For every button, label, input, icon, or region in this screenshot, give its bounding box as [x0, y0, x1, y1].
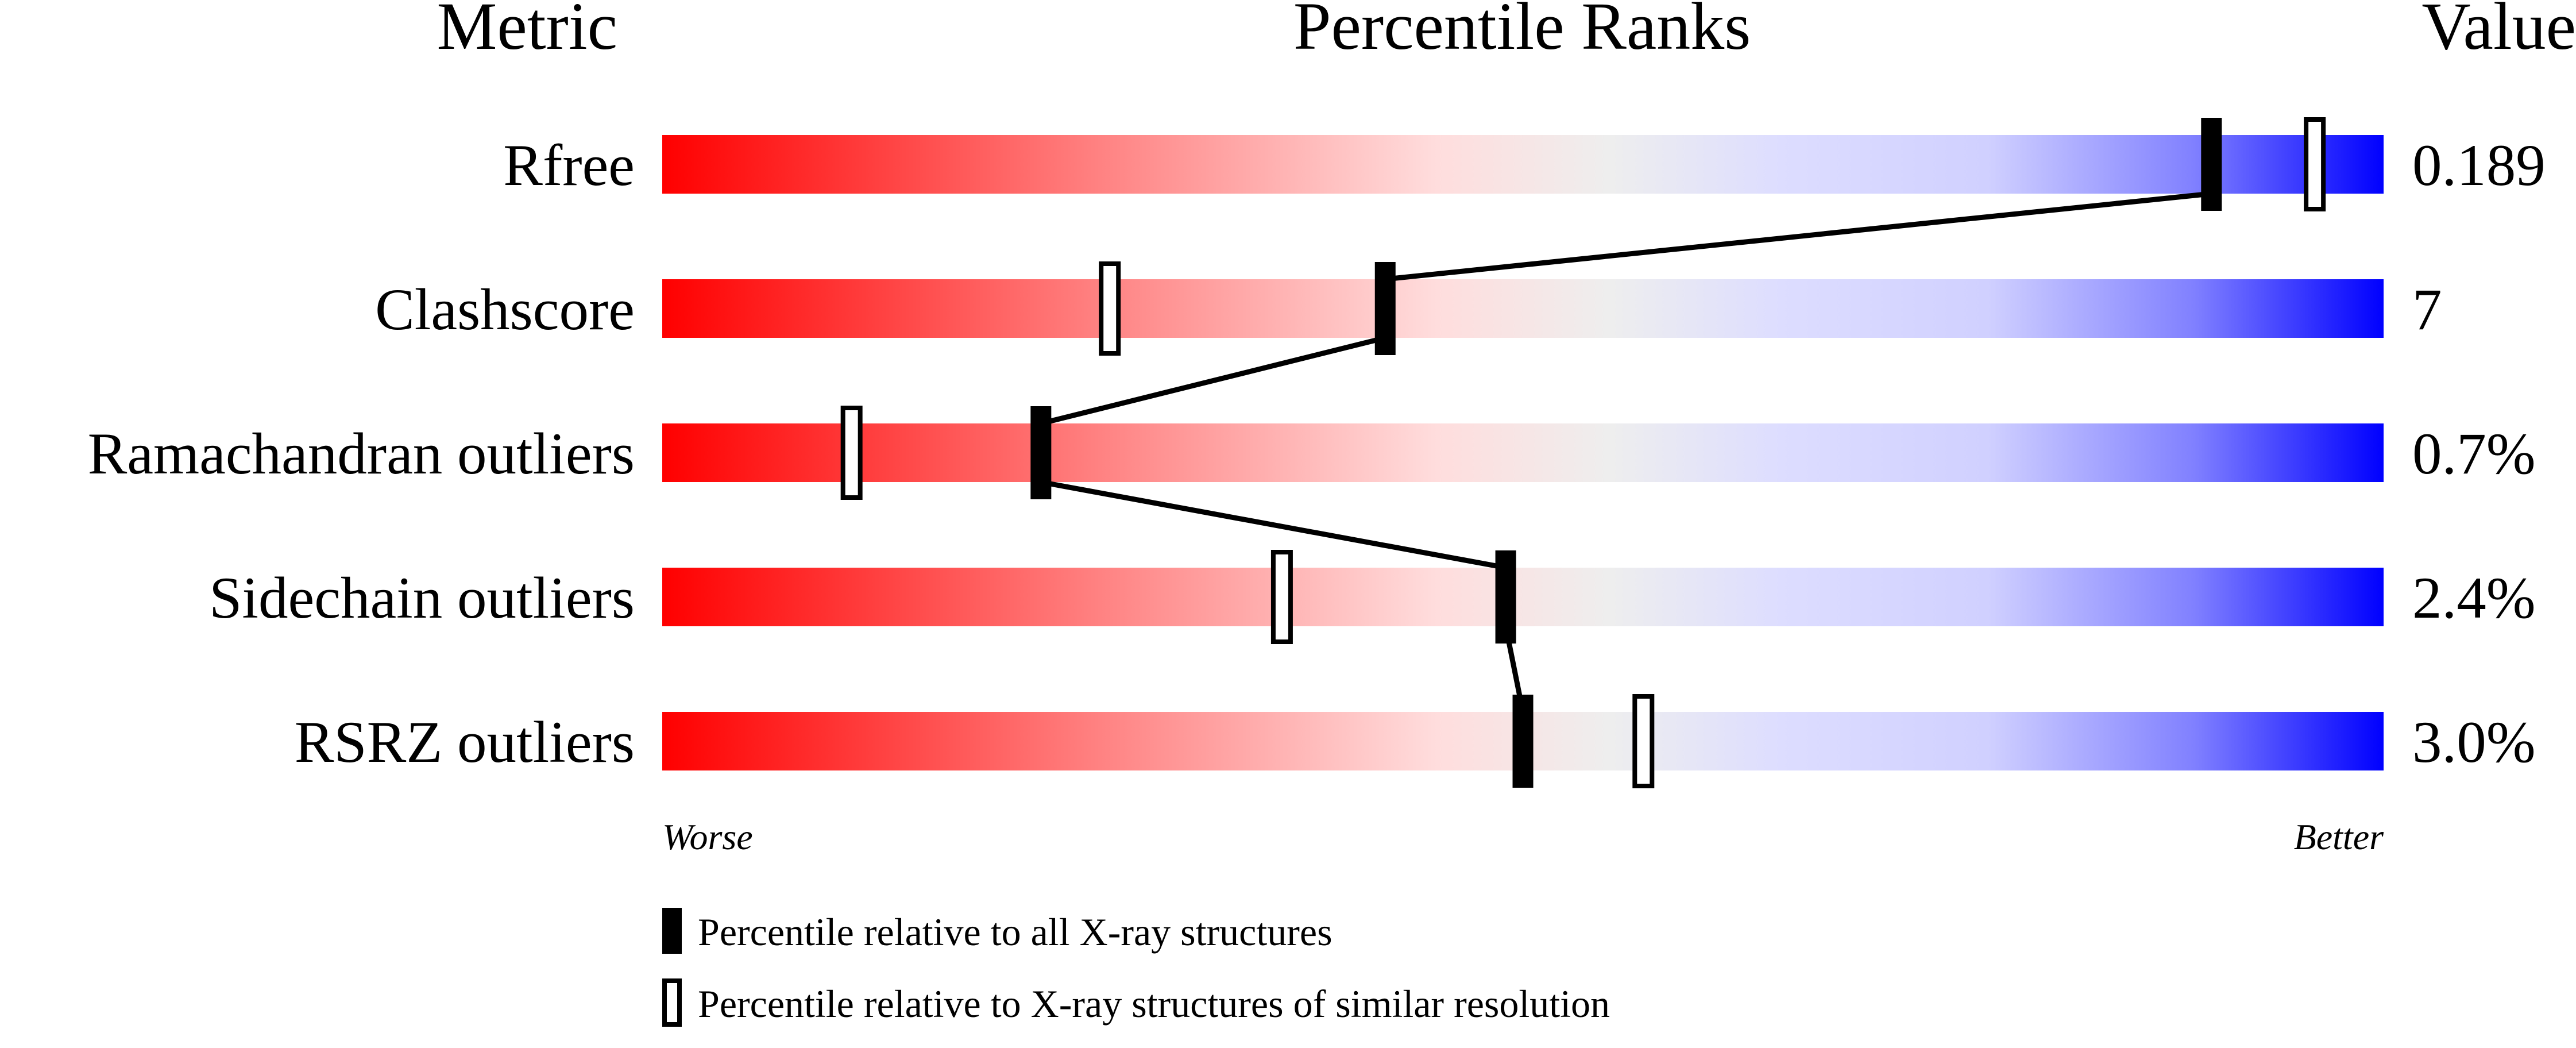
- all-structures-marker: [2201, 118, 2222, 211]
- worse-label: Worse: [662, 816, 753, 857]
- connector-line: [1040, 335, 1386, 426]
- header-percentile-ranks: Percentile Ranks: [1293, 0, 1751, 64]
- connector-line: [1385, 191, 2212, 282]
- metric-label: Clashscore: [375, 277, 635, 342]
- similar-resolution-marker: [1099, 261, 1121, 356]
- metric-label: Rfree: [503, 133, 635, 198]
- legend-open-marker: [662, 978, 682, 1027]
- similar-resolution-marker: [1632, 694, 1655, 788]
- metric-label: Sidechain outliers: [209, 565, 635, 631]
- metric-value: 3.0%: [2412, 710, 2536, 775]
- legend-open-label: Percentile relative to X-ray structures …: [698, 982, 1610, 1026]
- header-value: Value: [2421, 0, 2576, 64]
- legend-filled-marker: [662, 908, 682, 954]
- connector-line: [1040, 479, 1507, 571]
- metric-value: 2.4%: [2412, 565, 2536, 631]
- percentile-bar: [662, 568, 2384, 626]
- all-structures-marker: [1374, 262, 1396, 355]
- all-structures-marker: [1512, 695, 1534, 788]
- metric-value: 0.7%: [2412, 421, 2536, 487]
- metric-value: 0.189: [2412, 133, 2546, 198]
- similar-resolution-marker: [840, 406, 863, 500]
- similar-resolution-marker: [2304, 117, 2326, 211]
- all-structures-marker: [1495, 550, 1516, 644]
- metric-value: 7: [2412, 277, 2442, 342]
- better-label: Better: [2294, 816, 2384, 857]
- percentile-bar: [662, 279, 2384, 338]
- legend-filled-label: Percentile relative to all X-ray structu…: [698, 910, 1333, 954]
- metric-label: RSRZ outliers: [295, 710, 635, 775]
- similar-resolution-marker: [1270, 550, 1293, 644]
- header-metric: Metric: [437, 0, 617, 64]
- percentile-bar: [662, 135, 2384, 194]
- percentile-bar: [662, 423, 2384, 482]
- all-structures-marker: [1030, 406, 1052, 499]
- metric-label: Ramachandran outliers: [88, 421, 635, 487]
